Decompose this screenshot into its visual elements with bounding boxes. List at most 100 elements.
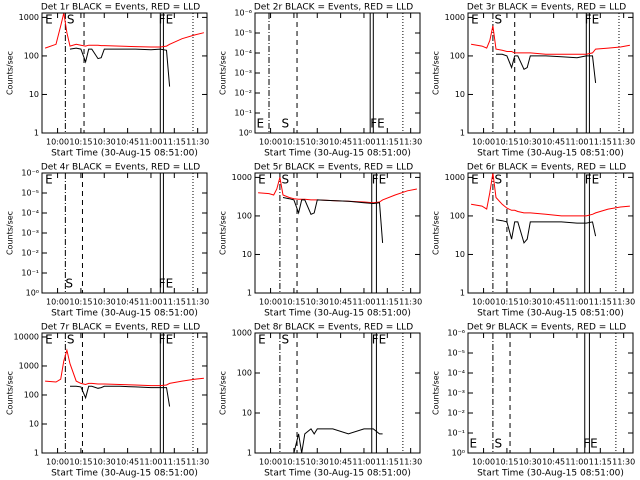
y-tick-label: 10⁻³ <box>234 69 252 78</box>
x-tick-label: 10:30 <box>306 138 329 147</box>
x-axis-label: Start Time (30-Aug-15 08:51:00) <box>477 149 624 159</box>
plot-frame <box>467 12 634 134</box>
y-axis-label: Counts/sec <box>219 51 228 95</box>
y-tick-label: 10⁻³ <box>21 229 39 238</box>
y-tick-label: 1 <box>247 449 252 458</box>
annotation: S <box>67 13 75 27</box>
y-tick-label: 1 <box>247 289 252 298</box>
x-tick-label: 10:45 <box>116 138 139 147</box>
x-tick-label: 11:30 <box>612 138 635 147</box>
y-tick-label: 1000 <box>19 361 39 370</box>
y-tick-label: 10 <box>242 250 252 259</box>
series-line <box>44 13 205 49</box>
y-tick-label: 1 <box>34 129 39 138</box>
y-tick-label: 10⁻² <box>234 89 252 98</box>
series-line <box>471 25 630 55</box>
x-tick-label: 11:00 <box>565 298 588 307</box>
x-tick-label: 11:15 <box>376 138 399 147</box>
x-tick-label: 10:15 <box>282 458 305 467</box>
x-axis-label: Start Time (30-Aug-15 08:51:00) <box>51 469 198 479</box>
series-line <box>496 53 597 83</box>
x-tick-label: 10:15 <box>69 298 92 307</box>
plot-area <box>492 333 617 453</box>
plot-area <box>45 333 204 453</box>
series-line <box>471 173 630 217</box>
annotation: E <box>471 13 479 27</box>
y-tick-label: 100 <box>24 390 39 399</box>
y-axis-label: Counts/sec <box>432 51 441 95</box>
detector-panel: Det 1r BLACK = Events, RED = LLD Counts/s… <box>6 3 210 159</box>
annotation: FE <box>372 333 386 347</box>
x-tick-label: 10:30 <box>519 138 542 147</box>
annotation: S <box>65 277 73 291</box>
annotation: E <box>470 437 478 451</box>
annotation: E <box>471 173 479 187</box>
y-tick-label: 10⁻⁶ <box>447 329 465 338</box>
y-tick-label: 10⁰ <box>452 449 465 458</box>
y-tick-label: 10 <box>29 419 39 428</box>
x-tick-label: 11:30 <box>399 458 422 467</box>
x-tick-label: 10:15 <box>495 458 518 467</box>
x-tick-label: 11:15 <box>589 298 612 307</box>
y-tick-label: 1000 <box>445 13 465 22</box>
y-tick-label: 100 <box>237 369 252 378</box>
plot-area <box>258 173 417 293</box>
y-tick-label: 10⁻¹ <box>234 109 252 118</box>
y-tick-label: 10 <box>455 250 465 259</box>
x-tick-label: 11:30 <box>612 298 635 307</box>
x-tick-label: 10:30 <box>93 138 116 147</box>
detector-panel: Det 5r BLACK = Events, RED = LLD Counts/s… <box>219 163 423 319</box>
x-tick-label: 10:30 <box>306 298 329 307</box>
x-axis-label: Start Time (30-Aug-15 08:51:00) <box>264 469 411 479</box>
x-tick-label: 11:15 <box>163 298 186 307</box>
x-tick-label: 10:45 <box>116 298 139 307</box>
annotation: FE <box>585 13 599 27</box>
x-tick-label: 10:15 <box>69 458 92 467</box>
y-tick-label: 10⁻⁵ <box>21 189 39 198</box>
panel-title: Det 6r BLACK = Events, RED = LLD <box>467 163 626 173</box>
panel-title: Det 9r BLACK = Events, RED = LLD <box>467 323 626 333</box>
x-axis-label: Start Time (30-Aug-15 08:51:00) <box>477 309 624 319</box>
annotation: FE <box>372 173 386 187</box>
x-tick-label: 10:00 <box>46 298 69 307</box>
y-tick-label: 100 <box>237 211 252 220</box>
y-tick-label: 10⁰ <box>26 289 39 298</box>
x-tick-label: 10:00 <box>472 458 495 467</box>
panel-title: Det 5r BLACK = Events, RED = LLD <box>254 163 413 173</box>
plot-area <box>279 333 404 453</box>
y-tick-label: 10 <box>242 409 252 418</box>
annotation: FE <box>159 277 173 291</box>
y-tick-label: 10⁰ <box>239 129 252 138</box>
x-tick-label: 11:00 <box>352 298 375 307</box>
plot-frame <box>467 172 634 294</box>
series-line <box>495 219 597 244</box>
x-tick-label: 11:30 <box>612 458 635 467</box>
panel-title: Det 8r BLACK = Events, RED = LLD <box>254 323 413 333</box>
x-tick-label: 11:15 <box>376 298 399 307</box>
x-tick-label: 10:15 <box>495 298 518 307</box>
x-tick-label: 11:00 <box>139 138 162 147</box>
annotation: FE <box>159 13 173 27</box>
x-tick-label: 10:45 <box>329 458 352 467</box>
x-tick-label: 10:00 <box>259 138 282 147</box>
x-tick-label: 11:30 <box>399 138 422 147</box>
x-tick-label: 10:45 <box>542 298 565 307</box>
y-tick-label: 1 <box>34 449 39 458</box>
x-tick-label: 11:30 <box>186 298 209 307</box>
x-tick-label: 10:45 <box>329 298 352 307</box>
y-tick-label: 10⁻⁴ <box>234 49 252 58</box>
annotation: FE <box>370 117 384 131</box>
x-tick-label: 11:30 <box>399 298 422 307</box>
x-tick-label: 10:15 <box>495 138 518 147</box>
x-tick-label: 10:00 <box>472 298 495 307</box>
y-axis-label: Counts/sec <box>432 371 441 415</box>
x-axis-label: Start Time (30-Aug-15 08:51:00) <box>264 149 411 159</box>
x-tick-label: 11:00 <box>565 458 588 467</box>
y-tick-label: 10⁻⁶ <box>234 9 252 18</box>
y-tick-label: 10000 <box>14 332 39 341</box>
y-tick-label: 1000 <box>445 173 465 182</box>
panel-title: Det 2r BLACK = Events, RED = LLD <box>254 3 413 13</box>
y-tick-label: 1 <box>460 129 465 138</box>
panel-title: Det 4r BLACK = Events, RED = LLD <box>41 163 200 173</box>
